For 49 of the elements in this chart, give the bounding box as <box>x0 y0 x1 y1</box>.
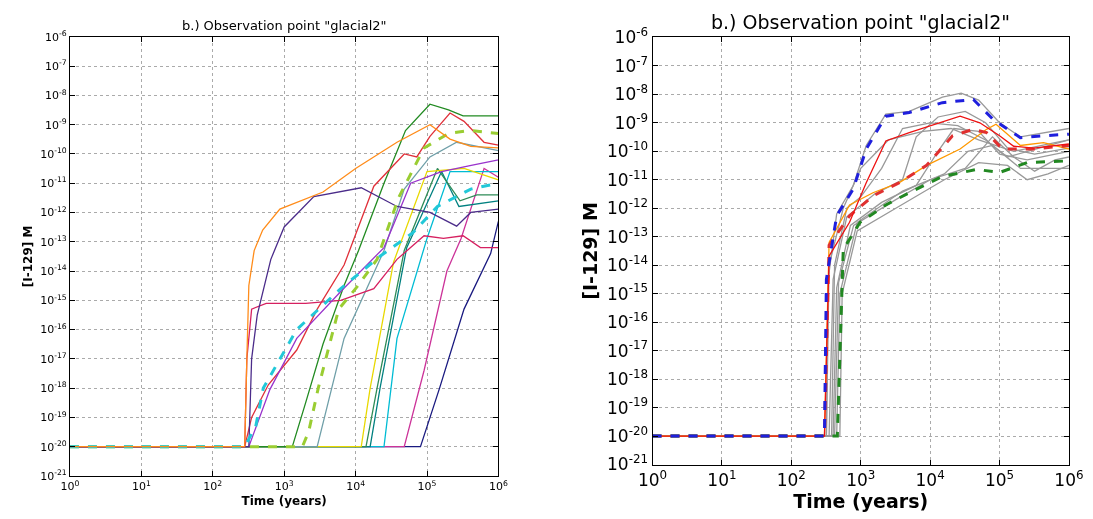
y-tick-label: 10$^{-6}$ <box>614 25 649 48</box>
y-tick-label: 10$^{-7}$ <box>45 58 67 73</box>
y-tick-label: 10$^{-9}$ <box>45 116 67 132</box>
x-tick-label: 10$^{2}$ <box>203 478 223 494</box>
y-tick-label: 10$^{-20}$ <box>607 423 649 446</box>
y-tick-label: 10$^{-13}$ <box>40 233 67 249</box>
y-tick-label: 10$^{-17}$ <box>40 351 67 366</box>
x-tick-label: 10$^{1}$ <box>707 467 737 490</box>
x-tick-label: 10$^{0}$ <box>637 467 668 490</box>
y-tick-label: 10$^{-14}$ <box>40 263 67 278</box>
x-tick-label: 10$^{6}$ <box>488 478 508 494</box>
x-tick-label: 10$^{5}$ <box>417 478 437 494</box>
y-tick-label: 10$^{-8}$ <box>45 87 67 103</box>
y-tick-label: 10$^{-12}$ <box>40 204 67 220</box>
chart-title: b.) Observation point "glacial2" <box>182 18 387 33</box>
y-axis-title: [I-129] M <box>578 202 601 300</box>
x-tick-label: 10$^{4}$ <box>915 467 945 490</box>
y-tick-label: 10$^{-14}$ <box>607 252 649 276</box>
y-tick-label: 10$^{-10}$ <box>40 146 67 161</box>
y-axis-title: [I-129] M <box>21 225 36 288</box>
y-tick-label: 10$^{-6}$ <box>45 29 67 44</box>
x-tick-label: 10$^{1}$ <box>131 478 151 494</box>
y-tick-label: 10$^{-7}$ <box>614 53 649 76</box>
y-tick-label: 10$^{-16}$ <box>607 309 649 333</box>
y-tick-label: 10$^{-12}$ <box>607 196 649 219</box>
y-tick-label: 10$^{-15}$ <box>40 292 67 308</box>
y-tick-label: 10$^{-10}$ <box>607 139 649 162</box>
y-tick-label: 10$^{-18}$ <box>40 380 67 395</box>
x-tick-label: 10$^{2}$ <box>776 467 806 490</box>
chart-title: b.) Observation point "glacial2" <box>711 11 1010 33</box>
y-tick-label: 10$^{-19}$ <box>40 409 67 425</box>
y-tick-label: 10$^{-11}$ <box>607 167 649 190</box>
y-tick-label: 10$^{-19}$ <box>607 395 649 418</box>
x-tick-label: 10$^{3}$ <box>274 478 294 494</box>
y-tick-label: 10$^{-9}$ <box>614 110 649 133</box>
y-tick-label: 10$^{-16}$ <box>40 321 67 337</box>
x-tick-label: 10$^{3}$ <box>846 467 876 490</box>
y-tick-label: 10$^{-18}$ <box>607 366 649 390</box>
x-tick-label: 10$^{5}$ <box>984 467 1015 490</box>
y-tick-label: 10$^{-8}$ <box>614 82 649 105</box>
x-tick-label: 10$^{6}$ <box>1054 467 1084 490</box>
y-tick-label: 10$^{-11}$ <box>40 175 67 191</box>
y-tick-label: 10$^{-20}$ <box>40 438 67 454</box>
x-axis-title: Time (years) <box>793 489 929 512</box>
y-tick-label: 10$^{-15}$ <box>607 281 649 304</box>
y-tick-label: 10$^{-17}$ <box>607 338 649 361</box>
x-axis-title: Time (years) <box>241 494 327 509</box>
y-tick-label: 10$^{-13}$ <box>607 224 649 247</box>
x-tick-label: 10$^{4}$ <box>346 478 366 494</box>
